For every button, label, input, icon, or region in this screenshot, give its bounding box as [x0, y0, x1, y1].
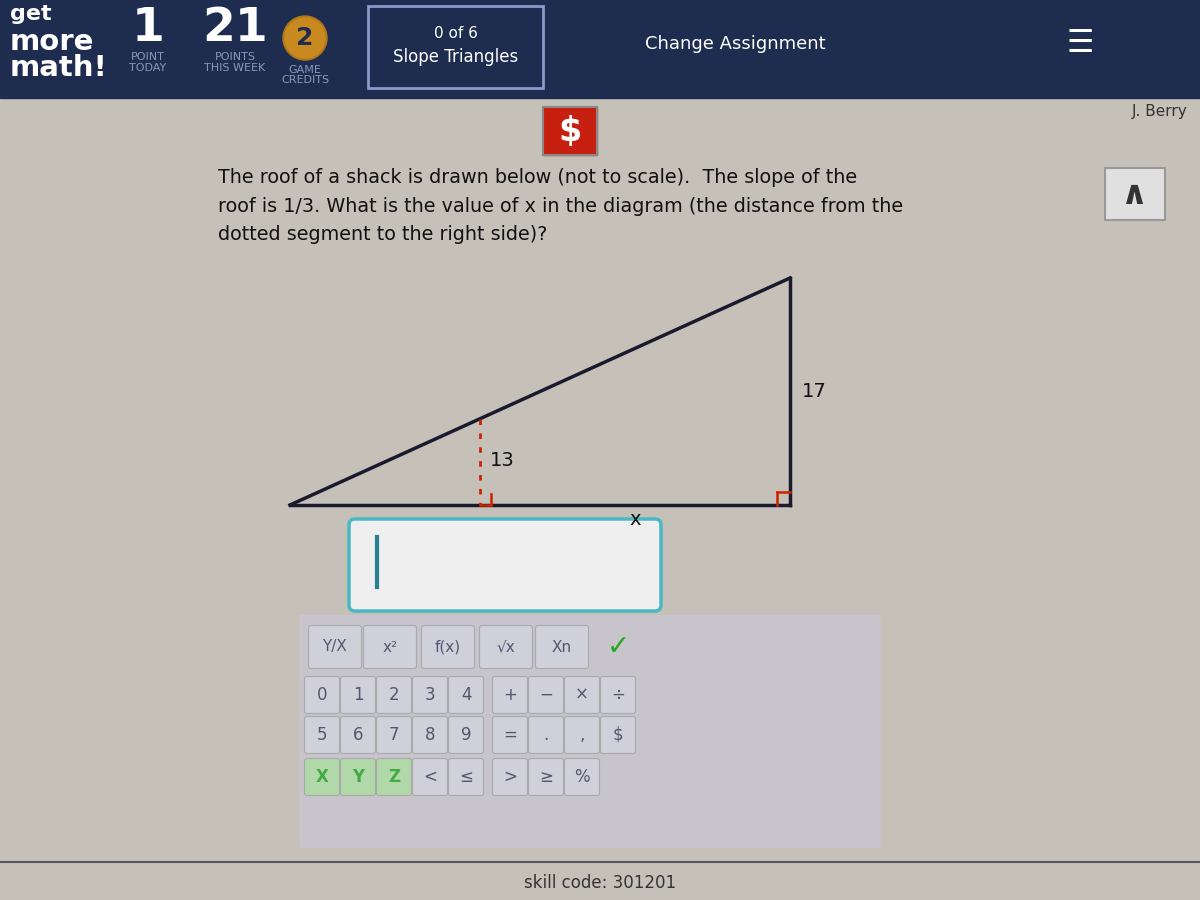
Text: 1: 1 [353, 686, 364, 704]
FancyBboxPatch shape [421, 626, 474, 669]
FancyBboxPatch shape [377, 759, 412, 796]
Text: 13: 13 [490, 451, 515, 470]
FancyBboxPatch shape [413, 759, 448, 796]
Text: x: x [629, 510, 641, 529]
FancyBboxPatch shape [480, 626, 533, 669]
Text: =: = [503, 726, 517, 744]
Text: 7: 7 [389, 726, 400, 744]
FancyBboxPatch shape [528, 677, 564, 714]
Text: $: $ [613, 726, 623, 744]
Text: 8: 8 [425, 726, 436, 744]
FancyBboxPatch shape [349, 519, 661, 611]
FancyBboxPatch shape [564, 677, 600, 714]
Text: √x: √x [497, 640, 515, 654]
Text: 21: 21 [202, 6, 268, 51]
Text: 4: 4 [461, 686, 472, 704]
Text: 0 of 6: 0 of 6 [434, 26, 478, 41]
Text: 5: 5 [317, 726, 328, 744]
FancyBboxPatch shape [492, 677, 528, 714]
Text: >: > [503, 768, 517, 786]
Text: Change Assignment: Change Assignment [646, 35, 826, 53]
Text: 2: 2 [389, 686, 400, 704]
FancyBboxPatch shape [492, 716, 528, 753]
Text: f(x): f(x) [434, 640, 461, 654]
Text: GAME: GAME [288, 65, 322, 75]
Text: 2: 2 [296, 26, 313, 50]
Bar [542, 107, 598, 155]
Text: −: − [539, 686, 553, 704]
Text: 9: 9 [461, 726, 472, 744]
Text: THIS WEEK: THIS WEEK [204, 63, 265, 73]
Text: J. Berry: J. Berry [1133, 104, 1188, 119]
Text: 17: 17 [802, 382, 827, 401]
FancyBboxPatch shape [492, 759, 528, 796]
Bar [0, 0, 1200, 98]
Text: Slope Triangles: Slope Triangles [394, 48, 518, 66]
Text: ×: × [575, 686, 589, 704]
FancyBboxPatch shape [528, 759, 564, 796]
Text: skill code: 301201: skill code: 301201 [524, 874, 676, 892]
Text: 6: 6 [353, 726, 364, 744]
Text: 3: 3 [425, 686, 436, 704]
Bar [542, 107, 598, 155]
Text: Y: Y [352, 768, 364, 786]
Text: get: get [10, 4, 52, 24]
FancyBboxPatch shape [341, 716, 376, 753]
FancyBboxPatch shape [341, 677, 376, 714]
FancyBboxPatch shape [341, 759, 376, 796]
Text: 1: 1 [132, 6, 164, 51]
Text: ,: , [580, 726, 584, 744]
Circle shape [283, 16, 326, 60]
FancyBboxPatch shape [449, 716, 484, 753]
Text: TODAY: TODAY [130, 63, 167, 73]
Bar [1105, 168, 1165, 220]
Bar [368, 6, 542, 88]
FancyBboxPatch shape [600, 677, 636, 714]
Bar [1105, 168, 1165, 220]
FancyBboxPatch shape [305, 759, 340, 796]
Text: math!: math! [10, 54, 108, 82]
Text: +: + [503, 686, 517, 704]
FancyBboxPatch shape [377, 677, 412, 714]
Text: %: % [574, 768, 590, 786]
Text: ☰: ☰ [1067, 30, 1093, 58]
Text: Y/X: Y/X [323, 640, 348, 654]
FancyBboxPatch shape [528, 716, 564, 753]
Text: ∧: ∧ [1122, 177, 1148, 211]
Text: CREDITS: CREDITS [281, 75, 329, 85]
Text: .: . [544, 726, 548, 744]
Text: POINT: POINT [131, 52, 164, 62]
Text: Z: Z [388, 768, 400, 786]
Bar [300, 615, 880, 847]
FancyBboxPatch shape [535, 626, 588, 669]
FancyBboxPatch shape [600, 716, 636, 753]
FancyBboxPatch shape [377, 716, 412, 753]
Text: x²: x² [383, 640, 397, 654]
FancyBboxPatch shape [413, 677, 448, 714]
Text: <: < [424, 768, 437, 786]
FancyBboxPatch shape [305, 716, 340, 753]
FancyBboxPatch shape [308, 626, 361, 669]
Circle shape [286, 18, 325, 58]
Text: ≥: ≥ [539, 768, 553, 786]
FancyBboxPatch shape [449, 677, 484, 714]
Text: $: $ [558, 114, 582, 148]
FancyBboxPatch shape [564, 716, 600, 753]
FancyBboxPatch shape [364, 626, 416, 669]
FancyBboxPatch shape [305, 677, 340, 714]
FancyBboxPatch shape [413, 716, 448, 753]
FancyBboxPatch shape [449, 759, 484, 796]
Text: The roof of a shack is drawn below (not to scale).  The slope of the
roof is 1/3: The roof of a shack is drawn below (not … [218, 168, 904, 245]
Text: more: more [10, 28, 95, 56]
Text: ≤: ≤ [460, 768, 473, 786]
Text: 0: 0 [317, 686, 328, 704]
Text: ✓: ✓ [606, 633, 630, 661]
Text: X: X [316, 768, 329, 786]
FancyBboxPatch shape [564, 759, 600, 796]
Text: POINTS: POINTS [215, 52, 256, 62]
Text: ÷: ÷ [611, 686, 625, 704]
Text: Xn: Xn [552, 640, 572, 654]
